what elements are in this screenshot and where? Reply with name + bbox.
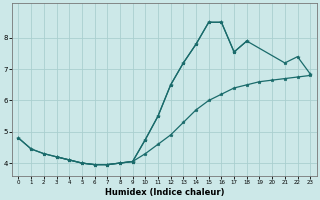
X-axis label: Humidex (Indice chaleur): Humidex (Indice chaleur)	[105, 188, 224, 197]
